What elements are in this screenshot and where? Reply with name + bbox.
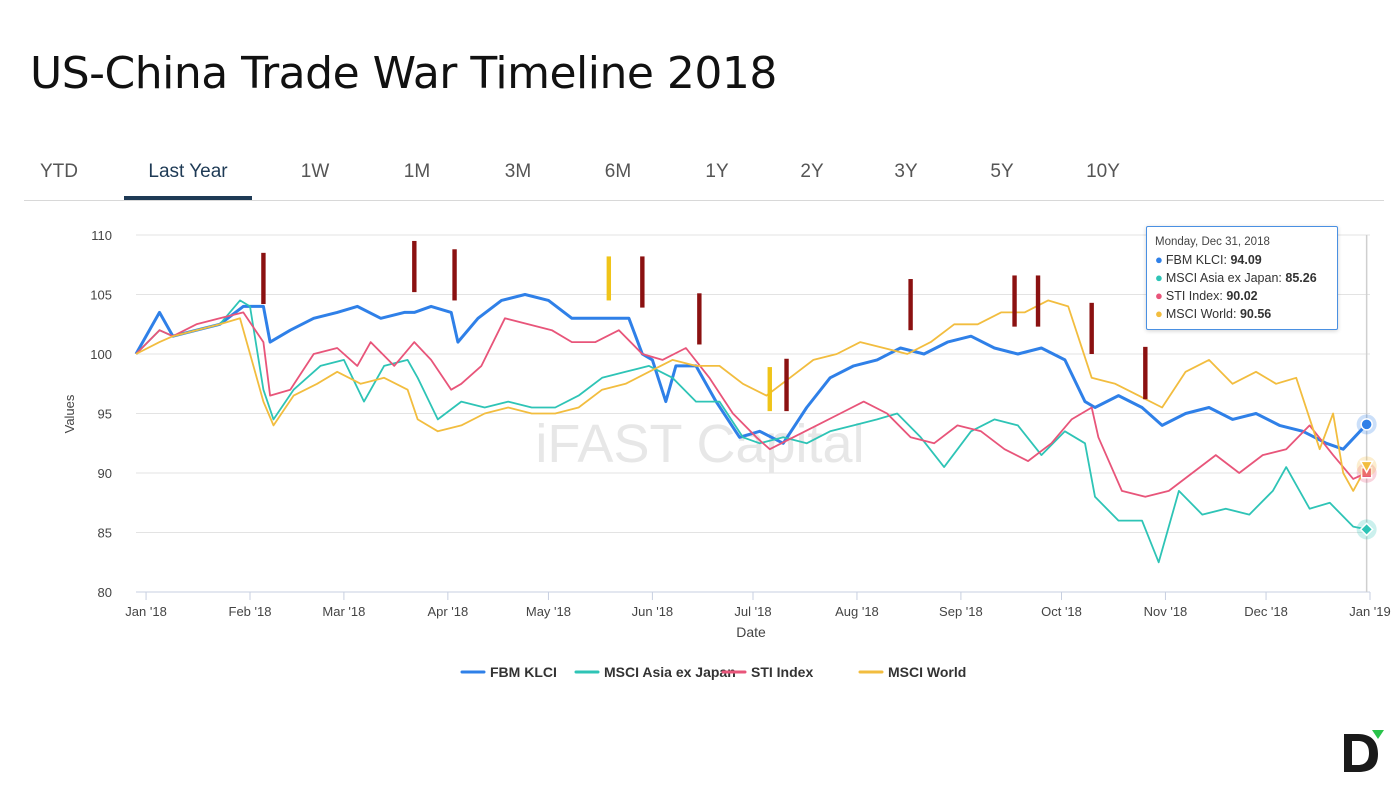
x-tick-label: Nov '18: [1144, 604, 1188, 619]
series-dot-icon: ●: [1155, 252, 1163, 267]
endpoint-marker-msci-world: [1359, 460, 1374, 474]
tab-last-year[interactable]: Last Year: [124, 148, 252, 200]
y-axis: 80 85 90 95 100 105 110: [90, 228, 112, 600]
tab-3m[interactable]: 3M: [504, 161, 532, 182]
brand-logo: [1344, 730, 1384, 772]
tab-1w[interactable]: 1W: [300, 161, 330, 182]
tab-5y[interactable]: 5Y: [990, 161, 1014, 182]
x-tick-label: Feb '18: [229, 604, 272, 619]
tooltip: Monday, Dec 31, 2018 ● FBM KLCI: 94.09 ● MS…: [1146, 226, 1338, 330]
legend-label: STI Index: [751, 664, 813, 680]
legend-item-fbm-klci[interactable]: FBM KLCI: [460, 664, 557, 680]
x-tick-label: May '18: [526, 604, 571, 619]
series-lines: [134, 293, 1368, 564]
x-tick-label: Apr '18: [427, 604, 468, 619]
tooltip-series-value: 94.09: [1230, 253, 1262, 267]
tab-ytd[interactable]: YTD: [40, 161, 78, 182]
tooltip-row-fbm-klci: ● FBM KLCI: 94.09: [1155, 252, 1262, 267]
event-marker: [640, 256, 645, 308]
page-title: US-China Trade War Timeline 2018: [30, 48, 777, 99]
legend-item-sti-index[interactable]: STI Index: [721, 664, 813, 680]
event-markers: [261, 240, 1148, 412]
event-marker: [412, 240, 417, 293]
event-marker: [767, 367, 772, 412]
y-axis-label: Values: [62, 394, 77, 433]
series-line-msci-world: [135, 299, 1368, 492]
x-axis: Jan '18 Feb '18 Mar '18 Apr '18 May '18 Jun '…: [125, 592, 1391, 619]
y-tick-label: 105: [90, 288, 112, 303]
tab-1y[interactable]: 1Y: [705, 161, 729, 182]
legend-item-msci-asia-ex-japan[interactable]: MSCI Asia ex Japan: [574, 664, 736, 680]
x-tick-label: Jan '19: [1349, 604, 1391, 619]
event-marker: [1012, 275, 1017, 327]
tab-3y[interactable]: 3Y: [894, 161, 918, 182]
tab-10y[interactable]: 10Y: [1086, 161, 1120, 182]
y-tick-label: 80: [98, 585, 112, 600]
endpoint-marker-msci-asia-ex-japan: [1359, 522, 1374, 537]
tooltip-series-name: MSCI World: [1165, 307, 1233, 321]
x-tick-label: Dec '18: [1244, 604, 1288, 619]
event-marker: [261, 252, 266, 305]
series-dot-icon: ●: [1155, 270, 1163, 285]
y-tick-label: 85: [98, 526, 112, 541]
tooltip-series-value: 85.26: [1285, 271, 1317, 285]
crosshair: [1356, 235, 1377, 592]
tooltip-series-value: 90.56: [1239, 307, 1272, 321]
series-dot-icon: ●: [1155, 306, 1163, 321]
y-tick-label: 90: [98, 466, 112, 481]
x-tick-label: Jan '18: [125, 604, 167, 619]
series-dot-icon: ●: [1155, 288, 1163, 303]
x-tick-label: Mar '18: [322, 604, 365, 619]
y-tick-label: 95: [98, 407, 112, 422]
line-chart: iFAST Capital 80 85 90 95 100 105 110 Jan '18 F…: [62, 228, 1391, 680]
legend: FBM KLCI MSCI Asia ex Japan STI Index MSCI …: [460, 664, 966, 680]
range-tabs: YTD Last Year 1W 1M 3M 6M 1Y 2Y 3Y 5Y 10Y: [24, 148, 1384, 201]
tooltip-series-name: FBM KLCI: [1165, 253, 1224, 267]
watermark: iFAST Capital: [535, 414, 864, 474]
endpoint-marker-fbm-klci: [1360, 418, 1373, 431]
tooltip-series-name: STI Index: [1165, 289, 1220, 303]
event-marker: [784, 358, 789, 412]
tab-2y[interactable]: 2Y: [800, 161, 824, 182]
tooltip-series-name: MSCI Asia ex Japan: [1165, 271, 1279, 285]
legend-item-msci-world[interactable]: MSCI World: [858, 664, 966, 680]
x-tick-label: Jun '18: [632, 604, 674, 619]
event-marker: [1143, 346, 1148, 400]
tooltip-row-msci-asia-ex-japan: ● MSCI Asia ex Japan: 85.26: [1155, 270, 1317, 285]
tooltip-series-value: 90.02: [1226, 289, 1258, 303]
tooltip-row-sti-index: ● STI Index: 90.02: [1155, 288, 1258, 303]
event-marker: [452, 249, 457, 301]
series-line-msci-asia-ex-japan: [135, 299, 1367, 564]
event-marker: [606, 256, 612, 301]
tooltip-date: Monday, Dec 31, 2018: [1155, 236, 1270, 248]
legend-label: FBM KLCI: [490, 664, 557, 680]
series-line-sti-index: [135, 311, 1367, 498]
x-axis-label: Date: [736, 624, 766, 640]
grid-lines: [136, 234, 1370, 593]
event-marker: [1035, 275, 1041, 327]
x-tick-label: Sep '18: [939, 604, 983, 619]
x-tick-label: Oct '18: [1041, 604, 1082, 619]
tooltip-row-msci-world: ● MSCI World: 90.56: [1155, 306, 1272, 321]
legend-label: MSCI Asia ex Japan: [604, 664, 736, 680]
event-marker: [1089, 302, 1094, 354]
x-tick-label: Aug '18: [835, 604, 879, 619]
x-tick-label: Jul '18: [734, 604, 771, 619]
event-marker: [908, 279, 913, 331]
tab-1m[interactable]: 1M: [403, 161, 431, 182]
y-tick-label: 100: [90, 347, 112, 362]
legend-label: MSCI World: [888, 664, 966, 680]
tab-6m[interactable]: 6M: [604, 161, 632, 182]
event-marker: [697, 293, 702, 345]
y-tick-label: 110: [91, 228, 112, 243]
